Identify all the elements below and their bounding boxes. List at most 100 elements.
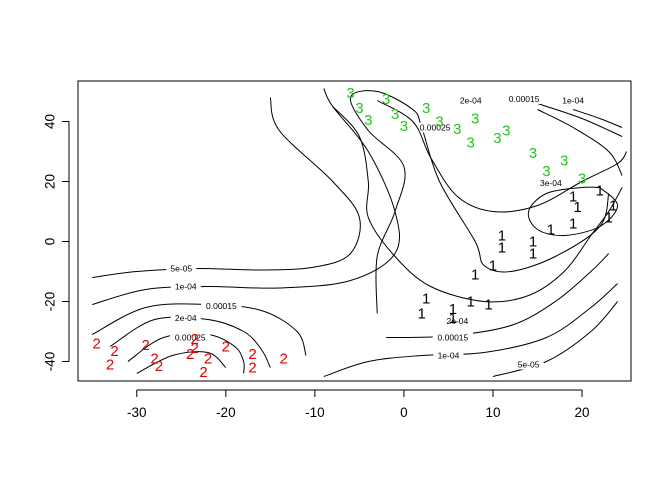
data-point-group-1: 1 [573,199,581,216]
contour-line [323,283,618,377]
contour-label: 0.00025 [420,123,451,133]
contour-label: 5e-05 [518,360,540,370]
x-tick-label: 0 [400,405,408,420]
contour-label: 0.00015 [438,333,469,343]
data-point-group-2: 2 [106,357,114,374]
y-tick-label: 20 [43,174,58,189]
data-point-group-2: 2 [204,351,212,368]
data-point-group-1: 1 [498,240,506,257]
data-point-group-3: 3 [391,106,399,123]
data-point-group-3: 3 [400,118,408,135]
data-point-group-3: 3 [502,123,510,140]
data-point-group-3: 3 [453,121,461,138]
data-point-group-1: 1 [529,246,537,263]
contour-label-bg [535,178,566,188]
contour-line [136,351,227,374]
data-point-group-1: 1 [471,267,479,284]
contour-label: 0.00025 [175,333,206,343]
y-tick-label: -20 [43,292,58,312]
data-point-group-1: 1 [449,301,457,318]
contour-label-bg [170,313,201,323]
contour-label: 2e-04 [446,316,468,326]
contour-label-bg [166,263,197,274]
x-tick-label: 20 [575,405,590,420]
data-point-group-2: 2 [150,351,158,368]
contour-label: 0.00015 [206,301,237,311]
data-point-group-3: 3 [364,112,372,129]
data-point-group-3: 3 [578,171,586,188]
contour-label: 1e-04 [175,282,197,292]
contour-label: 5e-05 [170,264,192,274]
data-point-group-3: 3 [471,111,479,128]
contour-line [376,100,627,213]
data-point-group-1: 1 [569,216,577,233]
contour-line [537,103,623,137]
data-point-group-3: 3 [346,85,354,102]
data-point-group-1: 1 [569,189,577,206]
data-point-group-1: 1 [489,258,497,275]
contour-label-bg [433,350,464,361]
contour-line [537,109,623,176]
contour-lines: 5e-05 1e-04 0.00015 2e-04 0.00025 5e-05 1e-04 0… [91,88,627,377]
contour-line [109,316,271,368]
data-point-group-3: 3 [422,100,430,117]
data-point-group-2: 2 [248,346,256,363]
y-tick-label: -40 [43,352,58,372]
contour-label: 2e-04 [460,96,482,106]
contour-line [527,186,619,237]
data-point-group-2: 2 [186,346,194,363]
data-point-group-1: 1 [449,310,457,327]
y-tick-label: 40 [43,114,58,129]
data-point-group-3: 3 [435,114,443,131]
contour-label-bg [513,359,544,370]
contour-label-bg [455,95,486,106]
x-tick-label: -10 [305,405,325,420]
contour-line [349,90,610,314]
data-point-group-2: 2 [280,351,288,368]
data-point-group-2: 2 [222,339,230,356]
data-point-group-1: 1 [596,183,604,200]
contour-line [332,106,623,303]
data-point-group-1: 1 [418,306,426,323]
data-point-group-2: 2 [142,337,150,354]
contour-line [92,88,400,305]
data-point-group-1: 1 [422,291,430,308]
contour-label-bg [442,316,473,326]
axes: -30 -20 -10 0 10 20 -40 -20 0 20 40 [43,114,590,420]
data-point-group-2: 2 [248,360,256,377]
contour-line [92,97,361,278]
data-point-group-2: 2 [199,364,207,381]
contour-label: 1e-04 [562,96,584,106]
contour-line [492,301,618,377]
data-point-group-2: 2 [155,358,163,375]
contour-label-bg [432,332,474,343]
x-tick-label: -30 [127,405,147,420]
contour-label-bg [414,122,456,133]
data-point-group-3: 3 [467,135,475,152]
data-point-group-1: 1 [498,228,506,245]
data-point-group-3: 3 [542,163,550,180]
y-tick-label: 0 [43,238,58,246]
contour-line [572,109,623,128]
data-point-group-1: 1 [467,294,475,311]
data-point-group-1: 1 [529,234,537,251]
contour-label-bg [558,95,589,106]
data-point-group-1: 1 [484,297,492,314]
contour-line [127,333,245,374]
contour-label-bg [170,332,211,343]
data-point-group-2: 2 [190,331,198,348]
x-tick-label: 10 [485,405,500,420]
plot-frame [77,80,632,382]
data-point-group-3: 3 [382,91,390,108]
contour-label: 1e-04 [438,351,460,361]
contour-line [91,303,307,356]
data-point-group-3: 3 [355,100,363,117]
data-point-group-3: 3 [560,153,568,170]
data-point-group-2: 2 [190,340,198,357]
data-point-group-1: 1 [609,198,617,215]
data-point-group-3: 3 [493,130,501,147]
data-point-group-1: 1 [605,210,613,227]
data-point-group-2: 2 [110,343,118,360]
contour-label-bg [503,94,545,104]
